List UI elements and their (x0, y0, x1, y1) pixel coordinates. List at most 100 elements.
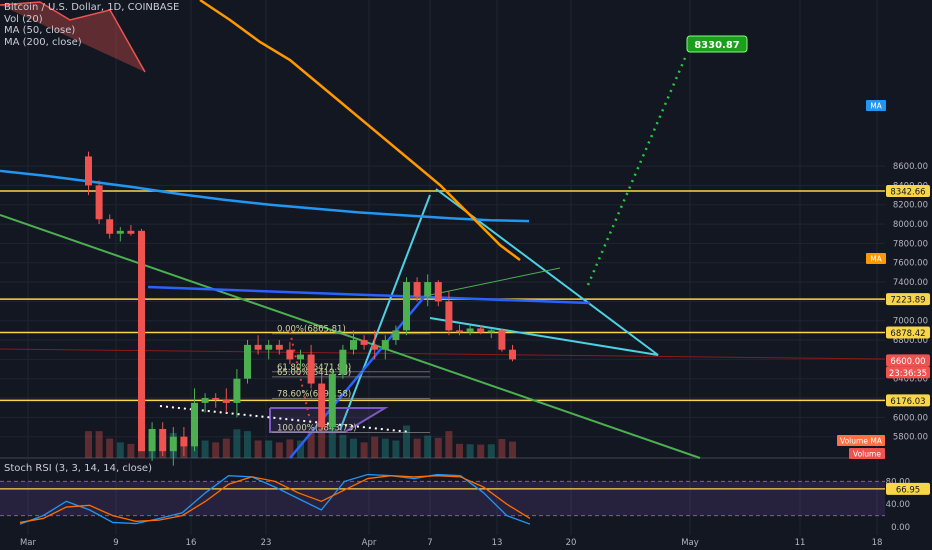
volume-bar (254, 440, 262, 458)
volume-bar (350, 438, 357, 458)
volume-bar (116, 442, 124, 458)
last-price-badge-bg (886, 354, 930, 367)
candle-body (424, 282, 432, 297)
last-price-badge: 6600.00 (890, 357, 925, 367)
stoch-rsi-pane (0, 473, 885, 525)
volume-bar (222, 438, 230, 458)
time-axis[interactable]: Mar 9 16 23 Apr 7 13 20 May 11 18 (20, 538, 882, 548)
volume-bar (498, 439, 506, 458)
candle-body (456, 330, 463, 333)
legend-ma50[interactable]: MA (50, close) (4, 25, 76, 36)
candle-body (275, 344, 283, 350)
candle-body (244, 344, 251, 379)
price-tick-label: 5800.00 (893, 433, 928, 443)
price-tick-label: 7400.00 (893, 278, 928, 288)
level-price-badge: 7223.89 (890, 296, 925, 306)
price-axis[interactable]: 5800.006000.006200.006400.006600.006800.… (885, 0, 932, 550)
candle-body (360, 340, 368, 345)
candle-body (159, 428, 167, 452)
candle-body (350, 340, 357, 350)
time-tick-label: 13 (492, 538, 503, 548)
candle-body (434, 282, 442, 302)
volume-bar (233, 429, 241, 458)
volume-bar (371, 436, 379, 458)
axis-badge-bg (866, 253, 886, 264)
fib-label: 78.60%(6195.58) (277, 389, 351, 399)
volume-bar (456, 443, 463, 458)
candle-body (403, 282, 410, 331)
level-price-badge-bg (886, 326, 930, 339)
stoch-rsi-k (19, 473, 531, 525)
candle-body (381, 340, 389, 350)
candle-body (477, 328, 485, 333)
price-tick-label: 6400.00 (893, 375, 928, 385)
candle-body (339, 349, 347, 374)
candle-body (265, 344, 273, 350)
candle-body (328, 373, 336, 428)
countdown-badge-bg (886, 366, 930, 379)
rsi-tick-label: 80.00 (886, 477, 910, 487)
volume-bar (328, 423, 336, 458)
price-tick-label: 7600.00 (893, 259, 928, 269)
candle-body (498, 330, 506, 350)
candle-body (169, 436, 177, 452)
volume-bar (286, 439, 294, 458)
volume-bar (434, 437, 442, 458)
candle-body (254, 344, 262, 350)
price-tick-label: 8200.00 (893, 201, 928, 211)
price-tick-label: 8000.00 (893, 220, 928, 230)
legend-symbol[interactable]: Bitcoin / U.S. Dollar, 1D, COINBASE (4, 2, 180, 13)
candle-body (116, 230, 124, 234)
legend-volume[interactable]: Vol (20) (4, 13, 43, 25)
level-price-badge: 6878.42 (890, 329, 925, 339)
countdown-badge: 23:36:35 (889, 369, 927, 379)
volume-bar (477, 444, 485, 458)
axis-badge-bg (849, 448, 885, 459)
price-axis-bg (885, 0, 932, 550)
volume-bar (85, 431, 92, 458)
volume-bar (307, 431, 315, 458)
candles (85, 151, 516, 466)
volume-bar (413, 438, 421, 458)
volume-bar (360, 442, 368, 458)
candle-body (371, 344, 379, 350)
price-tick-label: 7800.00 (893, 239, 928, 249)
chart-legend: Bitcoin / U.S. Dollar, 1D, COINBASE Vol … (4, 2, 179, 48)
time-tick-label: 7 (427, 538, 432, 548)
candle-body (212, 398, 220, 400)
volume-bar (381, 438, 389, 458)
axis-badge-bg (866, 100, 886, 111)
rsi-tick-label: 0.00 (891, 523, 910, 533)
rsi-value-badge-bg (886, 482, 930, 495)
rsi-value-badge: 66.95 (896, 485, 920, 495)
wedge-leg (339, 194, 431, 431)
candle-body (318, 383, 326, 428)
stoch-rsi-legend[interactable]: Stoch RSI (3, 3, 14, 14, close) (4, 463, 152, 474)
target-label-bg (686, 35, 748, 53)
candle-body (445, 301, 453, 331)
price-tick-label: 7000.00 (893, 317, 928, 327)
volume-bar (424, 435, 432, 458)
candle-body (392, 330, 400, 341)
candle-body (201, 398, 209, 403)
volume-bar (106, 438, 114, 458)
candle-body (106, 219, 114, 234)
channel-line (147, 285, 591, 305)
candle-body (487, 330, 495, 333)
axis-badge: Volume (853, 450, 881, 459)
time-tick-label: Mar (20, 538, 37, 548)
horizontal-levels (0, 190, 886, 402)
level-price-badge: 6176.03 (890, 397, 925, 407)
candle-body (413, 282, 421, 297)
candle-body (286, 349, 294, 360)
price-tick-label: 6000.00 (893, 413, 928, 423)
candle-body (95, 185, 103, 220)
volume-bar (403, 425, 410, 458)
ma50-line (199, 0, 521, 261)
time-tick-label: 11 (795, 538, 806, 548)
legend-ma200[interactable]: MA (200, close) (4, 36, 82, 48)
time-tick-label: 16 (186, 538, 197, 548)
volume-bar (275, 442, 283, 458)
candle-body (180, 436, 188, 447)
